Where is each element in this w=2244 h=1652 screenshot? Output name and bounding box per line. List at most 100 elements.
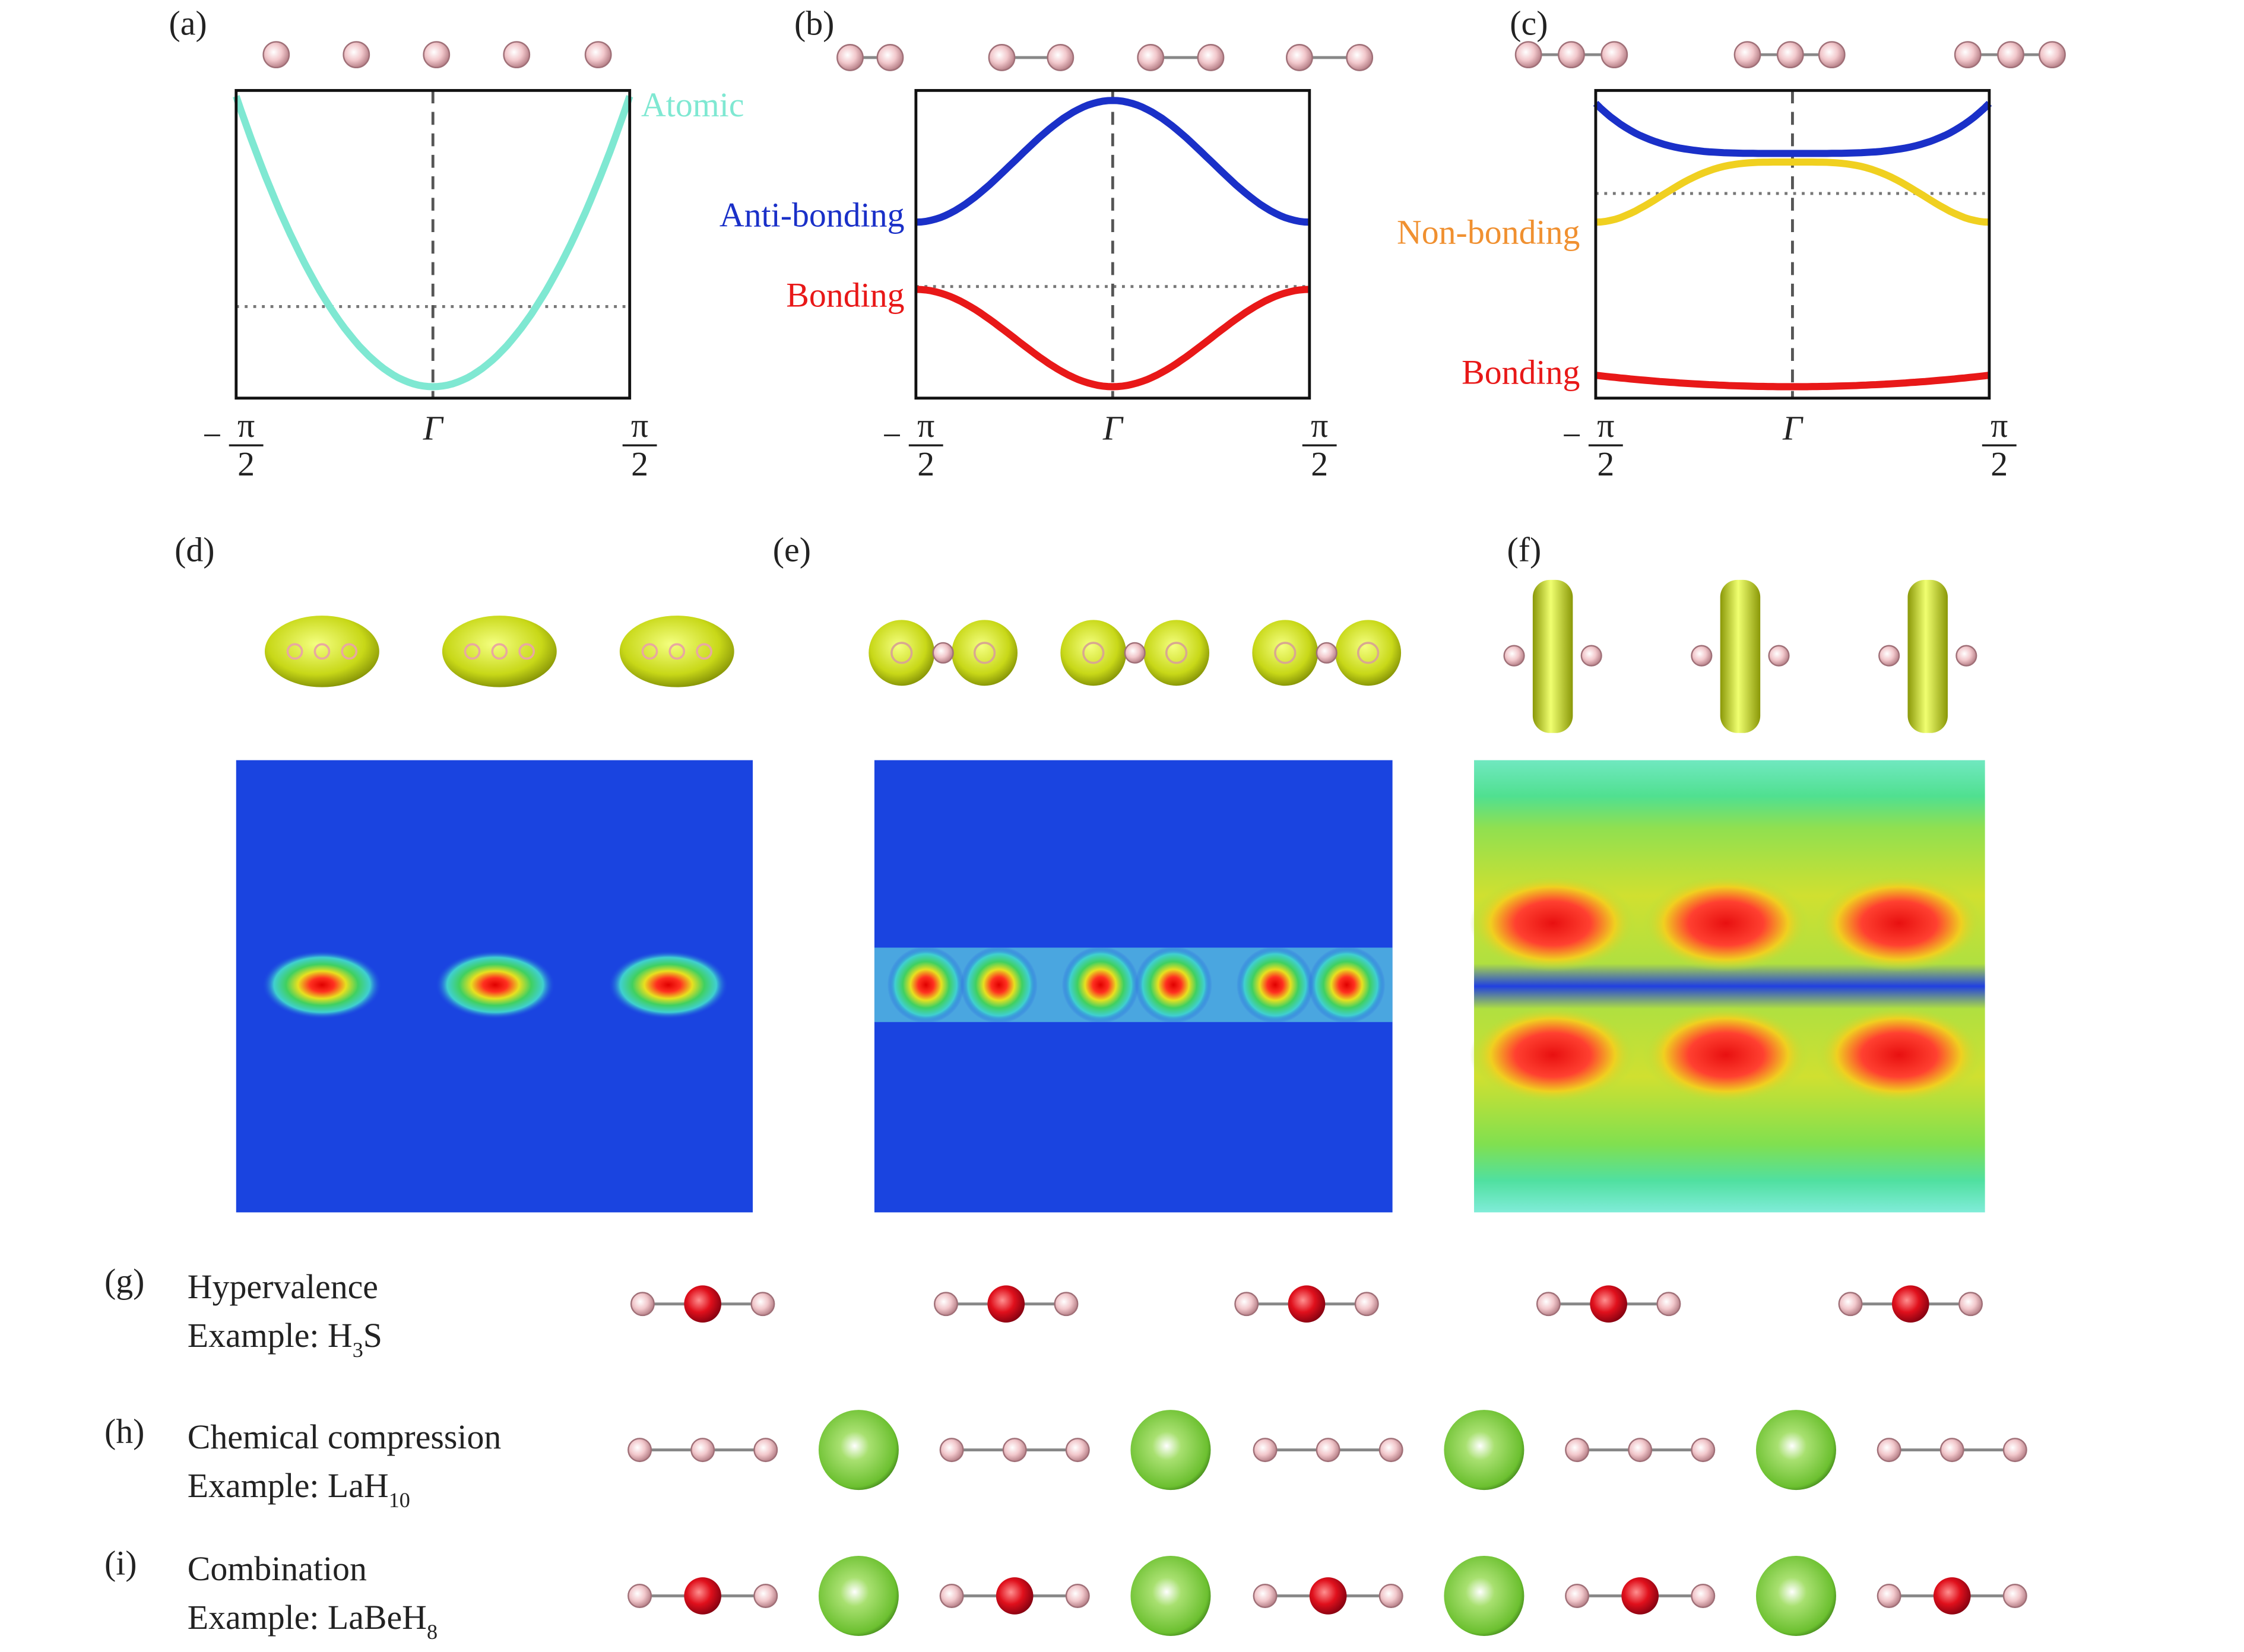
la-atom — [1130, 1555, 1211, 1636]
band-curve — [915, 97, 1310, 226]
h-atom — [1691, 645, 1713, 667]
density-blob — [1236, 946, 1314, 1024]
h-atom — [1065, 1438, 1090, 1463]
h-atom — [939, 1438, 964, 1463]
la-atom — [818, 1410, 899, 1491]
isosurface — [619, 616, 734, 687]
h-atom — [1997, 41, 2024, 69]
h-atom — [1580, 645, 1602, 667]
h-atom-faint — [668, 643, 686, 660]
band-curve — [1593, 100, 1992, 157]
plot-frame — [1594, 88, 1991, 400]
h-atom-faint — [641, 643, 658, 660]
h-atom — [939, 1583, 964, 1608]
h-atom — [627, 1438, 652, 1463]
h-atom — [1939, 1438, 1964, 1463]
h-atom-faint — [696, 643, 712, 660]
panel-label: (d) — [175, 531, 214, 569]
h-atom — [753, 1438, 778, 1463]
la-atom — [1755, 1410, 1836, 1491]
row-title: Combination — [188, 1549, 367, 1588]
subscript: 3 — [353, 1338, 363, 1362]
h-atom — [988, 44, 1016, 71]
h-atom — [1354, 1292, 1379, 1317]
tick-gamma: Γ — [423, 409, 444, 448]
plot-frame — [234, 88, 632, 400]
isosurface — [1143, 620, 1210, 686]
heatmap — [1474, 760, 1985, 1213]
heavy-atom — [987, 1285, 1025, 1323]
panel-label: (e) — [773, 531, 811, 569]
density-blob — [887, 946, 965, 1024]
h-atom — [1197, 44, 1225, 71]
row-example: Example: LaH10 — [188, 1466, 410, 1512]
tick-minus: − — [1562, 416, 1581, 455]
tick-two: 2 — [237, 445, 255, 483]
example-text: Example: LaH — [188, 1466, 389, 1505]
tick-gamma: Γ — [1102, 409, 1124, 448]
h-atom — [1877, 1438, 1901, 1463]
density-blob — [1816, 1006, 1982, 1104]
row-title: Chemical compression — [188, 1418, 502, 1456]
tick-two: 2 — [1991, 445, 2008, 483]
band-label: Bonding — [1462, 353, 1580, 392]
tick-pi: π — [631, 406, 648, 445]
row-example: Example: LaBeH8 — [188, 1598, 438, 1644]
h-atom — [1691, 1438, 1716, 1463]
h-atom — [1316, 642, 1337, 664]
h-atom — [584, 41, 612, 69]
h-atom — [1877, 1583, 1901, 1608]
heavy-atom — [1590, 1285, 1627, 1323]
example-suffix: S — [363, 1316, 382, 1355]
tick-minus: − — [882, 416, 902, 455]
example-text: Example: H — [188, 1316, 353, 1355]
h-atom — [1286, 44, 1313, 71]
h-atom — [1378, 1583, 1403, 1608]
band-curve — [915, 286, 1310, 391]
h-atom — [1565, 1583, 1590, 1608]
h-atom — [750, 1292, 775, 1317]
la-atom — [1130, 1410, 1211, 1491]
band-curve — [233, 95, 633, 391]
la-atom — [1444, 1555, 1524, 1636]
tick-pi: π — [1991, 406, 2008, 445]
h-atom — [1565, 1438, 1590, 1463]
h-atom-faint — [973, 642, 996, 664]
h-atom — [2002, 1583, 2027, 1608]
h-atom — [1536, 1292, 1561, 1317]
density-blob — [1469, 874, 1636, 972]
heavy-atom — [684, 1285, 721, 1323]
tick-two: 2 — [1597, 445, 1614, 483]
row-example: Example: H3S — [188, 1316, 382, 1362]
isosurface — [869, 620, 935, 686]
h-atom — [836, 44, 864, 71]
h-atom — [1514, 41, 1542, 69]
h-atom — [1065, 1583, 1090, 1608]
h-atom-faint — [1356, 642, 1380, 664]
h-atom-faint — [464, 643, 481, 660]
band-label: Anti-bonding — [720, 195, 905, 234]
h-atom — [876, 44, 904, 71]
h-atom — [2039, 41, 2066, 69]
la-atom — [1444, 1410, 1524, 1491]
row-title: Hypervalence — [188, 1267, 378, 1306]
example-text: Example: LaBeH — [188, 1598, 427, 1637]
h-atom-faint — [341, 643, 358, 660]
h-atom — [1768, 645, 1790, 667]
h-atom-faint — [313, 643, 331, 660]
density-blob — [1308, 946, 1386, 1024]
panel-label: (c) — [1510, 4, 1548, 42]
panel-label: (b) — [794, 4, 834, 42]
density-blob — [1816, 874, 1982, 972]
h-atom — [1137, 44, 1165, 71]
h-atom — [933, 1292, 958, 1317]
h-atom — [1047, 44, 1075, 71]
isosurface — [1335, 620, 1402, 686]
h-atom — [1656, 1292, 1681, 1317]
h-atom — [1253, 1583, 1278, 1608]
tick-two: 2 — [917, 445, 934, 483]
panel-label: (f) — [1507, 531, 1541, 569]
h-atom — [1378, 1438, 1403, 1463]
subscript: 10 — [389, 1488, 410, 1512]
h-atom — [1878, 645, 1900, 667]
